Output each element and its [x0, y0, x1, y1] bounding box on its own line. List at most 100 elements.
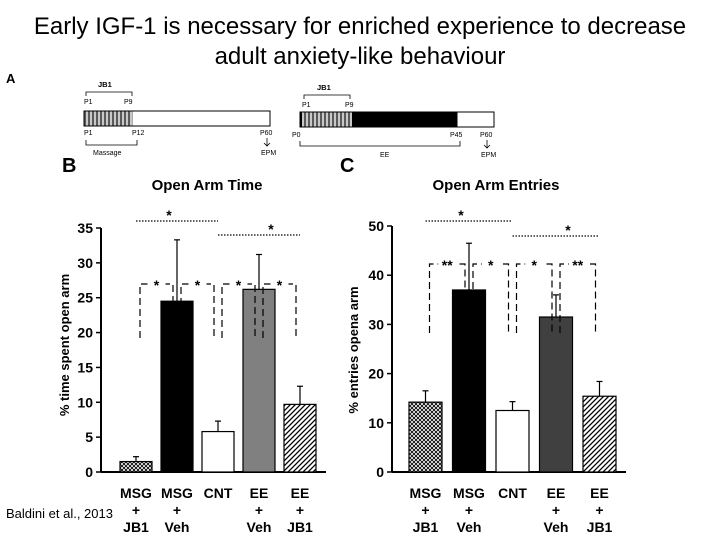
category-label: +: [465, 502, 473, 518]
timeline-jb1-bracket: [303, 94, 351, 99]
category-label: +: [255, 502, 263, 518]
timeline-treatment-bracket: [85, 140, 138, 146]
significance-marker: *: [565, 222, 571, 238]
bar: [201, 430, 235, 473]
significance-bracket: [472, 263, 510, 333]
category-label: EE: [590, 485, 609, 501]
significance-bracket: [428, 263, 466, 333]
significance-gap: [147, 276, 166, 288]
timeline-jb1-start: P1: [302, 102, 311, 109]
y-tick-label: 30: [368, 316, 384, 332]
category-label: JB1: [413, 519, 439, 535]
timeline-jb1-bracket: [85, 91, 133, 96]
significance-gap: [525, 256, 544, 268]
timeline-treat-start: P0: [292, 132, 301, 139]
y-tick-label: 20: [77, 325, 93, 341]
timeline-massage: JB1 P1 P9 P1 P12 P60 EPM Massage: [83, 80, 276, 157]
category-label: EE: [250, 485, 269, 501]
timeline-jb1-start: P1: [84, 99, 93, 106]
y-axis-label: % time spent open arm: [57, 274, 72, 416]
category-label: Veh: [544, 519, 569, 535]
y-tick-label: 40: [368, 267, 384, 283]
significance-gap: [188, 276, 207, 288]
category-label: JB1: [287, 519, 313, 535]
chart-title: Open Arm Time: [152, 177, 263, 194]
bar: [451, 289, 487, 473]
category-label: +: [595, 502, 603, 518]
category-label: MSG: [410, 485, 442, 501]
category-label: MSG: [453, 485, 485, 501]
category-label: EE: [547, 485, 566, 501]
timeline-treatment-label: EE: [380, 152, 390, 159]
significance-marker: *: [154, 277, 160, 293]
citation: Baldini et al., 2013: [6, 506, 113, 521]
panel-label-c: C: [340, 155, 354, 177]
y-tick-label: 30: [77, 255, 93, 271]
timeline-test-arrow: [263, 138, 271, 147]
timeline-test-age: P60: [480, 132, 493, 139]
chart-title: Open Arm Entries: [433, 177, 560, 194]
y-tick-label: 35: [77, 220, 93, 236]
y-tick-label: 0: [376, 464, 384, 480]
y-tick-label: 15: [77, 359, 93, 375]
category-label: JB1: [587, 519, 613, 535]
chart-open-arm-time: Open Arm Time % time spent open arm 0 5 10 15…: [57, 177, 326, 535]
category-label: +: [296, 502, 304, 518]
category-label: Veh: [247, 519, 272, 535]
timeline-treat-end: P45: [450, 132, 463, 139]
category-label: EE: [291, 485, 310, 501]
significance-marker: *: [268, 221, 274, 237]
y-tick-label: 5: [85, 429, 93, 445]
timeline-ee: JB1 P1 P9 P0 P45 P60 EPM EE: [292, 83, 496, 159]
timeline-treat-end: P12: [132, 130, 145, 137]
slide-title: Early IGF-1 is necessary for enriched ex…: [0, 12, 720, 72]
category-label: JB1: [123, 519, 149, 535]
timeline-test-label: EPM: [481, 152, 496, 159]
significance-gap: [270, 276, 289, 288]
category-label: MSG: [161, 485, 193, 501]
bar: [119, 460, 153, 473]
y-tick-label: 20: [368, 366, 384, 382]
timeline-treat-start: P1: [84, 130, 93, 137]
significance-marker: *: [488, 257, 494, 273]
bar: [283, 403, 317, 473]
category-label: Veh: [457, 519, 482, 535]
significance-gap: [481, 256, 500, 268]
category-label: CNT: [498, 485, 527, 501]
category-label: Veh: [165, 519, 190, 535]
significance-marker: *: [277, 277, 283, 293]
timeline-treatment-bracket: [299, 141, 461, 147]
y-tick-label: 25: [77, 290, 93, 306]
panel-label-b: B: [62, 155, 76, 177]
significance-gap: [229, 276, 248, 288]
chart-open-arm-entries: Open Arm Entries % entries opena arm 0 10 20…: [346, 177, 626, 535]
category-label: +: [552, 502, 560, 518]
timeline-jb1-end: P9: [345, 102, 354, 109]
significance-marker: **: [442, 257, 453, 273]
slide-title-line-1: Early IGF-1 is necessary for enriched ex…: [33, 13, 687, 40]
y-axis-label: % entries opena arm: [346, 286, 361, 413]
slide-title-line-2: adult anxiety-like behaviour: [214, 43, 506, 70]
category-label: +: [132, 502, 140, 518]
significance-marker: *: [195, 277, 201, 293]
timeline-jb1-end: P9: [124, 99, 133, 106]
y-tick-label: 10: [77, 394, 93, 410]
timeline-jb1-label: JB1: [317, 83, 331, 92]
timeline-test-label: EPM: [261, 150, 276, 157]
significance-bracket: [515, 263, 553, 333]
category-label: +: [421, 502, 429, 518]
timeline-treatment-label: Massage: [93, 150, 122, 157]
timeline-test-arrow: [483, 140, 491, 149]
timeline-jb1-period: [84, 111, 133, 126]
category-label: MSG: [120, 485, 152, 501]
significance-marker: *: [236, 277, 242, 293]
significance-marker: *: [166, 207, 172, 223]
bar: [160, 300, 194, 473]
y-tick-label: 50: [368, 218, 384, 234]
y-tick-label: 0: [85, 464, 93, 480]
significance-marker: *: [458, 207, 464, 223]
bar: [582, 395, 617, 473]
timeline-test-age: P60: [260, 130, 273, 137]
significance-bracket: [559, 263, 597, 333]
